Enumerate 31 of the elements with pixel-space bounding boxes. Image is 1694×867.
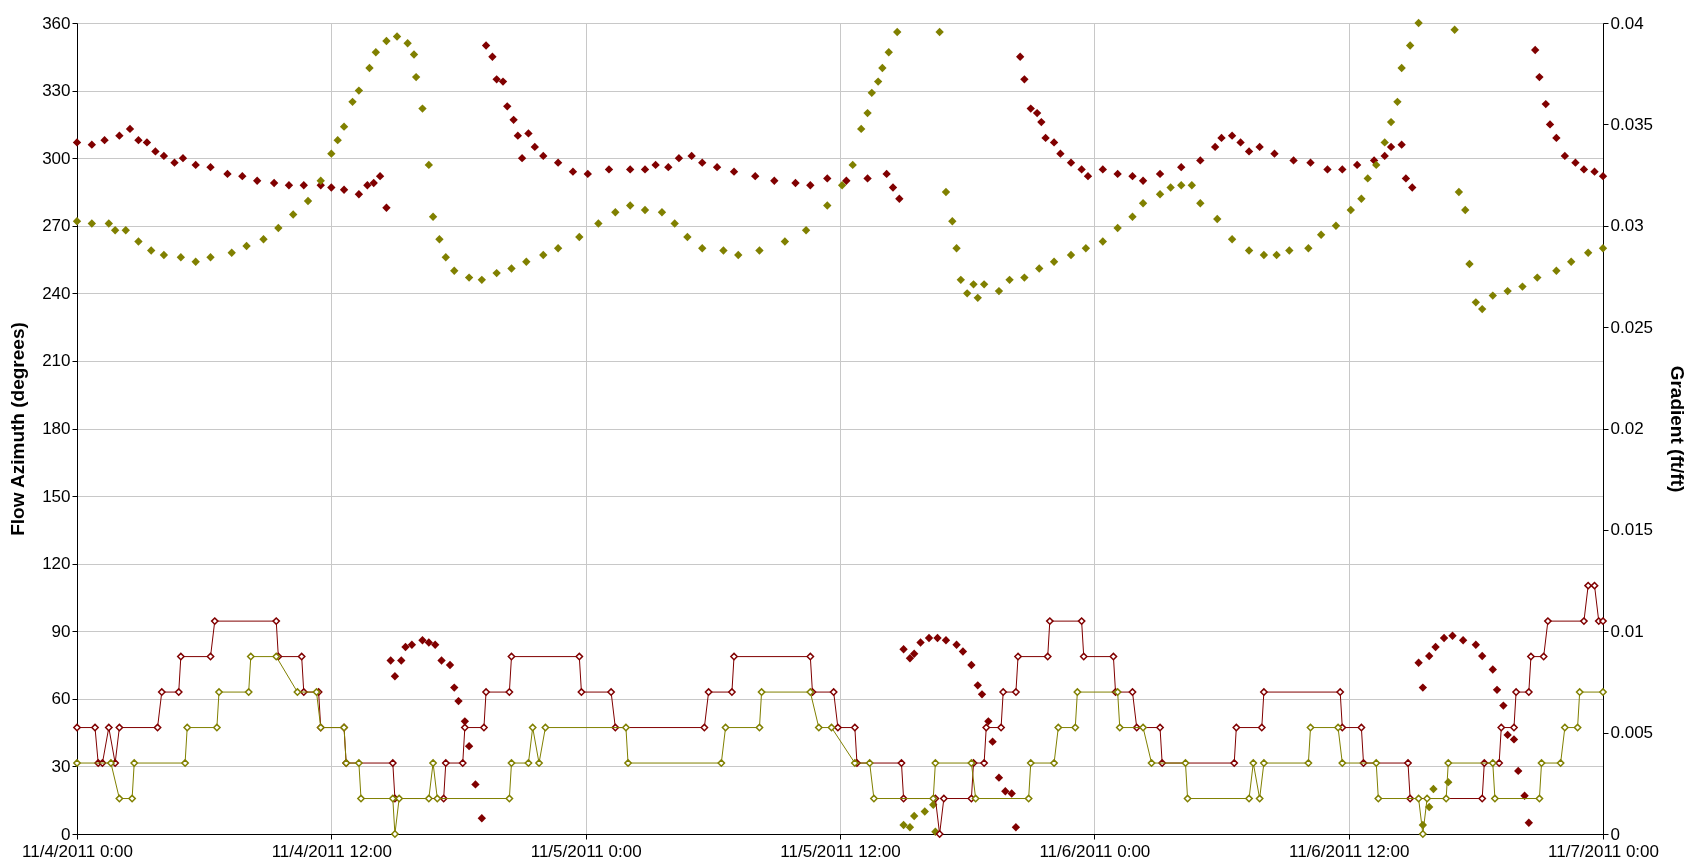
x-tick-label: 11/5/2011 0:00 xyxy=(530,841,642,861)
x-tick-label: 11/4/2011 12:00 xyxy=(271,841,393,861)
y-tick-label: 0 xyxy=(61,824,71,844)
y2-tick-label: 0.025 xyxy=(1610,317,1654,337)
y-tick-label: 300 xyxy=(42,148,71,168)
y-axis-title: Flow Azimuth (degrees) xyxy=(7,322,29,536)
y-tick-label: 120 xyxy=(42,554,71,574)
y-tick-label: 330 xyxy=(42,81,71,101)
y-tick-label: 150 xyxy=(42,486,71,506)
x-tick-label: 11/5/2011 12:00 xyxy=(780,841,901,861)
y2-axis-title: Gradient (ft/ft) xyxy=(1667,365,1689,493)
y-tick-label: 240 xyxy=(42,283,71,303)
y2-tick-label: 0.015 xyxy=(1610,520,1654,540)
y2-tick-label: 0.04 xyxy=(1610,13,1644,33)
y-tick-label: 180 xyxy=(42,419,71,438)
y2-tick-label: 0.02 xyxy=(1610,419,1644,438)
y2-tick-label: 0.01 xyxy=(1610,621,1644,641)
y-tick-label: 60 xyxy=(51,689,71,709)
y-tick-label: 210 xyxy=(42,351,71,371)
y2-tick-label: 0.035 xyxy=(1610,114,1654,134)
y-tick-label: 30 xyxy=(51,756,71,776)
y-tick-label: 270 xyxy=(42,216,71,236)
y2-tick-label: 0.005 xyxy=(1610,723,1654,743)
y-tick-label: 90 xyxy=(51,621,71,641)
y-tick-label: 360 xyxy=(42,13,71,33)
x-tick-label: 11/6/2011 12:00 xyxy=(1288,841,1410,861)
y2-tick-label: 0 xyxy=(1610,824,1620,844)
x-tick-label: 11/6/2011 0:00 xyxy=(1039,841,1151,861)
y2-tick-label: 0.03 xyxy=(1610,216,1644,236)
x-tick-label: 11/4/2011 0:00 xyxy=(22,841,133,861)
x-tick-label: 11/7/2011 0:00 xyxy=(1548,841,1659,861)
